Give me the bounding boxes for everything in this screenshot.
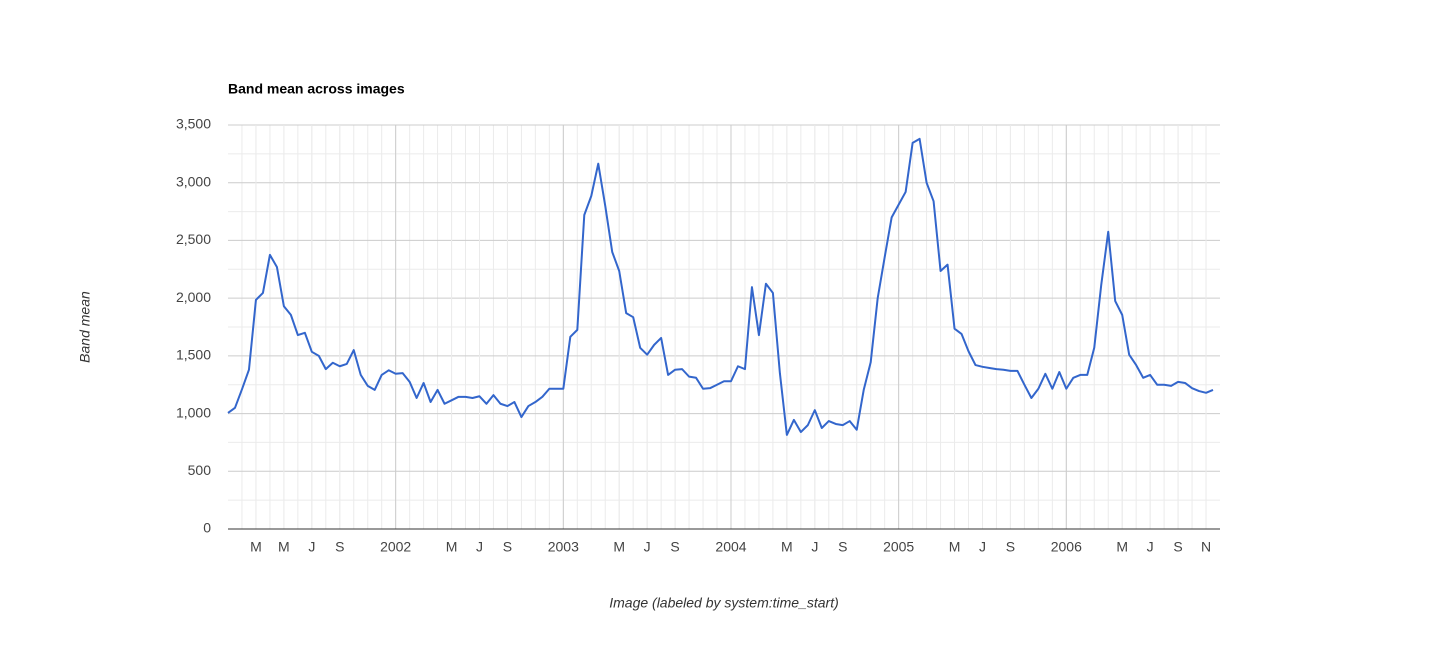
x-tick-label: M (278, 539, 290, 555)
y-tick-label: 2,000 (176, 289, 211, 305)
y-tick-label: 3,500 (176, 116, 211, 132)
x-tick-label: M (781, 539, 793, 555)
x-tick-label: J (644, 539, 651, 555)
x-tick-label: 2004 (715, 539, 746, 555)
x-tick-label: J (308, 539, 315, 555)
x-tick-label: S (1173, 539, 1182, 555)
y-axis-title: Band mean (77, 291, 93, 363)
y-tick-label: 500 (188, 462, 212, 478)
y-tick-label: 3,000 (176, 173, 211, 189)
y-tick-label: 0 (203, 520, 211, 536)
y-tick-label: 2,500 (176, 231, 211, 247)
x-tick-label: J (811, 539, 818, 555)
x-tick-label: J (1147, 539, 1154, 555)
chart-title: Band mean across images (228, 81, 405, 97)
x-tick-label: M (250, 539, 262, 555)
x-tick-label: S (670, 539, 679, 555)
x-tick-label: M (446, 539, 458, 555)
x-tick-label: 2003 (548, 539, 579, 555)
x-tick-label: N (1201, 539, 1211, 555)
x-tick-label: J (476, 539, 483, 555)
y-tick-label: 1,500 (176, 347, 211, 363)
y-tick-label: 1,000 (176, 404, 211, 420)
data-line (227, 137, 1214, 436)
x-tick-label: 2002 (380, 539, 411, 555)
x-tick-label: 2005 (883, 539, 914, 555)
x-tick-label: M (949, 539, 961, 555)
x-tick-label: 2006 (1051, 539, 1082, 555)
x-tick-label: S (503, 539, 512, 555)
x-tick-label: S (838, 539, 847, 555)
x-tick-label: S (1006, 539, 1015, 555)
grid (228, 124, 1220, 530)
x-tick-label: M (1116, 539, 1128, 555)
x-tick-label: J (979, 539, 986, 555)
x-tick-label: S (335, 539, 344, 555)
x-axis-title: Image (labeled by system:time_start) (609, 595, 839, 611)
x-tick-label: M (613, 539, 625, 555)
